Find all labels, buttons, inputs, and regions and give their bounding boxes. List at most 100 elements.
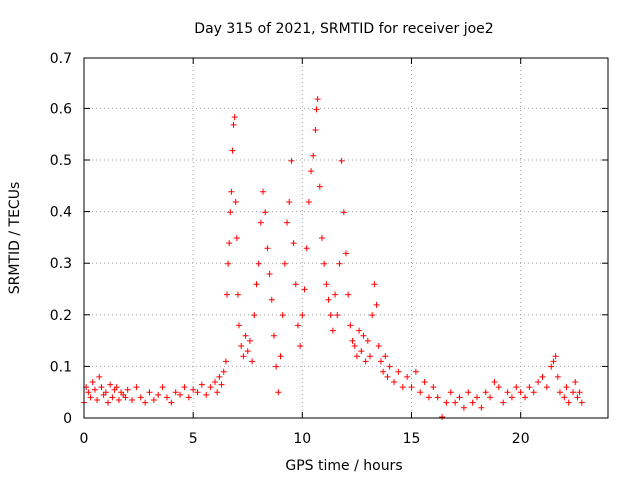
data-point (313, 106, 320, 113)
data-point (216, 373, 223, 380)
y-tick-label-0.2: 0.2 (50, 308, 72, 324)
data-point (517, 389, 524, 396)
data-point (408, 384, 415, 391)
data-point (185, 394, 192, 401)
data-point (190, 386, 197, 393)
data-point (238, 343, 245, 349)
data-point (384, 373, 391, 380)
data-point (556, 389, 563, 396)
data-point (353, 353, 360, 360)
data-point (294, 322, 301, 329)
data-point (452, 399, 459, 406)
data-point (124, 386, 131, 393)
data-point (251, 312, 258, 319)
data-point (113, 384, 120, 391)
x-tick-label-15: 15 (403, 431, 421, 447)
data-point (347, 322, 354, 329)
y-tick-label-0.3: 0.3 (50, 256, 72, 272)
data-point (371, 281, 378, 288)
data-point (281, 260, 288, 267)
data-point (222, 358, 229, 365)
data-point (386, 363, 393, 370)
data-point (574, 394, 581, 401)
data-point (137, 394, 144, 401)
data-point (286, 199, 293, 205)
data-point (362, 358, 369, 365)
data-point (377, 358, 384, 365)
data-point (310, 152, 317, 159)
data-point (288, 157, 295, 164)
data-point (316, 183, 323, 190)
data-point (391, 379, 398, 385)
data-point (257, 219, 264, 226)
data-point (87, 394, 94, 401)
data-point (133, 384, 140, 391)
data-point (220, 368, 227, 375)
data-point (277, 353, 284, 360)
data-point (474, 394, 480, 401)
data-point (425, 394, 432, 401)
data-point (535, 379, 542, 385)
data-point (207, 384, 214, 391)
data-point (301, 286, 308, 293)
data-point (439, 413, 446, 420)
data-point (338, 157, 345, 164)
data-point (349, 337, 356, 344)
data-point (443, 399, 450, 406)
data-point (290, 240, 297, 247)
data-point (382, 353, 389, 360)
data-point (561, 394, 568, 401)
data-point (107, 381, 114, 388)
data-point (255, 260, 262, 267)
y-tick-label-0.1: 0.1 (50, 359, 72, 375)
data-point (253, 281, 260, 288)
y-tick-label-0.7: 0.7 (50, 51, 72, 67)
y-tick-label-0.5: 0.5 (50, 153, 72, 169)
y-tick-label-0: 0 (63, 411, 72, 427)
data-point (198, 381, 205, 388)
data-point (230, 121, 237, 128)
data-point (229, 147, 236, 154)
data-point (491, 379, 498, 385)
data-point (109, 394, 116, 401)
data-point (203, 391, 210, 398)
data-point (358, 348, 365, 355)
data-point (373, 301, 380, 308)
data-point (495, 384, 502, 391)
data-point (155, 391, 162, 398)
data-point (570, 389, 577, 396)
data-point (478, 404, 485, 411)
data-point (163, 394, 170, 401)
data-point (279, 312, 286, 319)
data-point (421, 379, 428, 385)
data-point (233, 235, 240, 241)
data-point (360, 332, 367, 339)
data-point (487, 394, 494, 401)
data-point (212, 379, 218, 385)
data-point (334, 312, 341, 319)
data-point (231, 114, 238, 121)
data-point (482, 389, 489, 396)
data-point (554, 373, 561, 380)
data-point (417, 389, 424, 396)
data-point (194, 389, 201, 396)
data-point (563, 384, 570, 391)
data-point (327, 312, 334, 319)
data-point (399, 384, 406, 391)
data-point (565, 399, 572, 406)
data-point (548, 363, 555, 370)
data-point (508, 394, 515, 401)
data-point (246, 337, 253, 344)
plot-frame (83, 57, 609, 419)
data-point (225, 260, 232, 267)
data-point (456, 394, 463, 401)
data-point (380, 368, 387, 375)
data-point (236, 322, 243, 329)
data-point (268, 296, 275, 303)
data-point (232, 199, 239, 205)
data-point (224, 291, 231, 298)
data-point (159, 384, 166, 391)
data-point (181, 384, 188, 391)
data-point (260, 188, 267, 195)
data-point (329, 327, 336, 334)
